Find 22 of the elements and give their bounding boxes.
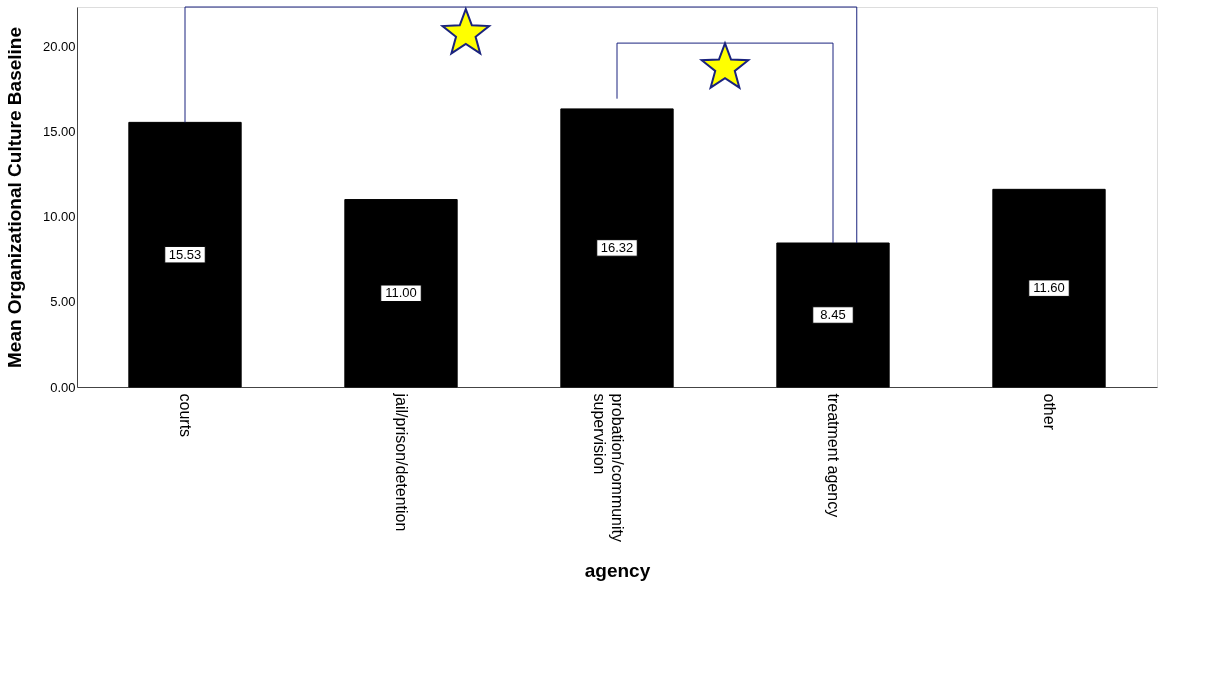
y-tick-label: 5.00 (50, 294, 76, 310)
y-tick-label: 0.00 (50, 379, 76, 395)
y-tick-label: 20.00 (42, 38, 76, 54)
data-label: 15.53 (168, 246, 202, 262)
data-label: 8.45 (820, 307, 846, 322)
y-tick-label: 15.00 (42, 123, 76, 139)
bar (344, 199, 458, 388)
x-axis-title: agency (584, 560, 651, 582)
x-tick-label: courts (177, 393, 194, 438)
y-axis-title: Mean Organizational Culture Baseline (3, 26, 25, 369)
x-tick-label: probation/community supervision (591, 393, 626, 543)
bar (776, 242, 890, 388)
data-label: 16.32 (600, 239, 634, 255)
data-label: 11.60 (1033, 280, 1065, 296)
x-tick-label: other (1041, 393, 1058, 431)
bar (560, 108, 674, 388)
data-label: 11.00 (385, 285, 417, 301)
x-tick-label: treatment agency (825, 393, 842, 518)
bar (128, 121, 242, 388)
x-tick-label: jail/prison/detention (393, 392, 410, 532)
y-tick-label: 10.00 (42, 209, 76, 225)
bar (992, 188, 1106, 388)
